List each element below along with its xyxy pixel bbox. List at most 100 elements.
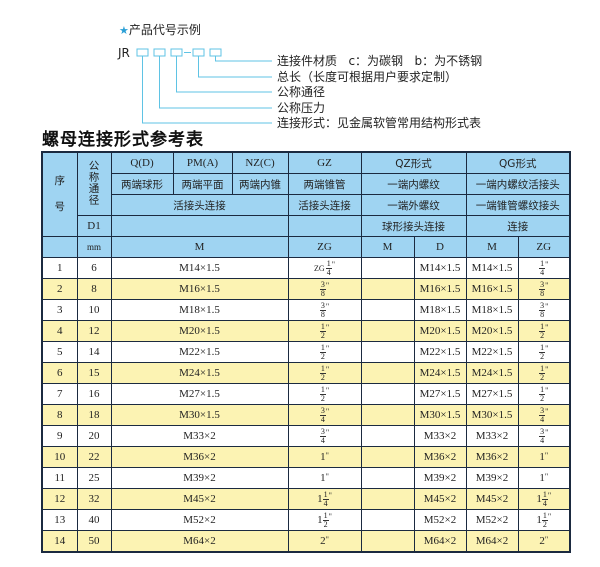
inch-mark: " (325, 472, 329, 481)
qz-m (360, 425, 415, 447)
inch-mark: " (544, 451, 549, 460)
header-gz-desc: 两端锥管 (287, 173, 362, 195)
qz-d: M16×1.5 (413, 278, 467, 300)
inch-mark: " (544, 472, 549, 481)
qg-zg: 1 2 " (517, 341, 571, 363)
thread-m: M16×1.5 (110, 278, 289, 300)
thread-zg: 1" (287, 446, 362, 468)
thread-m: M33×2 (110, 425, 289, 447)
nominal-diameter: 10 (76, 299, 112, 321)
whole-inch: 1 (536, 513, 542, 526)
qg-zg: 1 1 2 " (517, 509, 571, 531)
table-row: 13 40 M52×2 1 1 2 " M52×2 M52×2 1 1 2 " (41, 509, 571, 531)
numerator: 1 (539, 363, 546, 374)
qz-d: M18×1.5 (413, 299, 467, 321)
numerator: 3 (319, 300, 326, 311)
qg-zg: 3 4 " (517, 425, 571, 447)
inch-mark: " (547, 511, 552, 521)
table-row: 2 8 M16×1.5 3 8 " M16×1.5 M16×1.5 3 8 " (41, 278, 571, 300)
nominal-diameter: 20 (76, 425, 112, 447)
header-nz: NZ(C) (231, 151, 289, 174)
denominator: 4 (323, 498, 328, 508)
label-diameter: 公称通径 (277, 85, 326, 99)
header-union2: 活接头连接 (287, 194, 362, 216)
table-row: 14 50 M64×2 2" M64×2 M64×2 2" (41, 530, 571, 553)
qg-zg: 1" (517, 446, 571, 468)
table-heading: 螺母连接形式参考表 (42, 130, 204, 150)
qg-m: M18×1.5 (465, 299, 519, 321)
inch-mark: " (545, 259, 549, 269)
numerator: 1 (539, 384, 546, 395)
code-prefix: JR (118, 46, 130, 60)
qg-zg: 1 2 " (517, 320, 571, 342)
code-box (136, 48, 149, 57)
thread-zg: 3 4 " (287, 425, 362, 447)
inch-mark: " (545, 427, 549, 437)
inch-mark: " (545, 343, 549, 353)
thread-m: M30×1.5 (110, 404, 289, 426)
numerator: 1 (319, 384, 326, 395)
numerator: 1 (539, 321, 546, 332)
thread-zg: 2" (287, 530, 362, 553)
numerator: 3 (539, 279, 546, 290)
numerator: 1 (539, 258, 546, 269)
row-number: 9 (41, 425, 78, 447)
row-number: 6 (41, 362, 78, 384)
qg-zg: 1 2 " (517, 362, 571, 384)
label-material: 连接件材质 c：为碳钢 b：为不锈钢 (277, 54, 483, 68)
code-diagram (136, 48, 272, 124)
nominal-diameter: 50 (76, 530, 112, 553)
qz-m (360, 404, 415, 426)
inch-mark: " (331, 259, 335, 269)
leader-line (215, 56, 272, 62)
qg-m: M33×2 (465, 425, 519, 447)
header-qz-desc2: 一端外螺纹 (360, 194, 467, 216)
whole-inch: 2 (320, 535, 326, 547)
qg-m: M39×2 (465, 467, 519, 489)
nominal-diameter: 8 (76, 278, 112, 300)
nut-connection-table: 序 号 公称通径 Q(D) PM(A) NZ(C) GZ QZ形式 QG形式 两… (41, 151, 571, 553)
thread-zg: ZG 1 4 " (287, 257, 362, 279)
thread-m: M18×1.5 (110, 299, 289, 321)
qz-d: M20×1.5 (413, 320, 467, 342)
denominator: 2 (542, 519, 547, 529)
denominator: 2 (540, 372, 545, 382)
row-number: 14 (41, 530, 78, 553)
thread-m: M52×2 (110, 509, 289, 531)
thread-zg: 1 2 " (287, 362, 362, 384)
table-row: 9 20 M33×2 3 4 " M33×2 M33×2 3 4 " (41, 425, 571, 447)
numerator: 3 (319, 279, 326, 290)
header-mm: mm (76, 236, 112, 258)
qz-d: M39×2 (413, 467, 467, 489)
denominator: 2 (320, 330, 325, 340)
qz-m (360, 278, 415, 300)
qz-d: M30×1.5 (413, 404, 467, 426)
row-number: 11 (41, 467, 78, 489)
whole-inch: 1 (317, 492, 323, 505)
code-box (153, 48, 166, 57)
label-connection: 连接形式：见金属软管常用结构形式表 (277, 116, 482, 130)
nominal-diameter: 22 (76, 446, 112, 468)
legend-title: ★产品代号示例 (119, 21, 201, 38)
row-number: 7 (41, 383, 78, 405)
header-qz-desc: 一端内螺纹 (360, 173, 467, 195)
table-row: 11 25 M39×2 1" M39×2 M39×2 1" (41, 467, 571, 489)
numerator: 1 (319, 321, 326, 332)
header-seq: 序 号 (41, 151, 78, 237)
row-number: 4 (41, 320, 78, 342)
numerator: 1 (539, 342, 546, 353)
thread-zg: 1" (287, 467, 362, 489)
qg-zg: 1 1 4 " (517, 488, 571, 510)
header-qz-m: M (360, 236, 415, 258)
numerator: 1 (322, 510, 329, 521)
